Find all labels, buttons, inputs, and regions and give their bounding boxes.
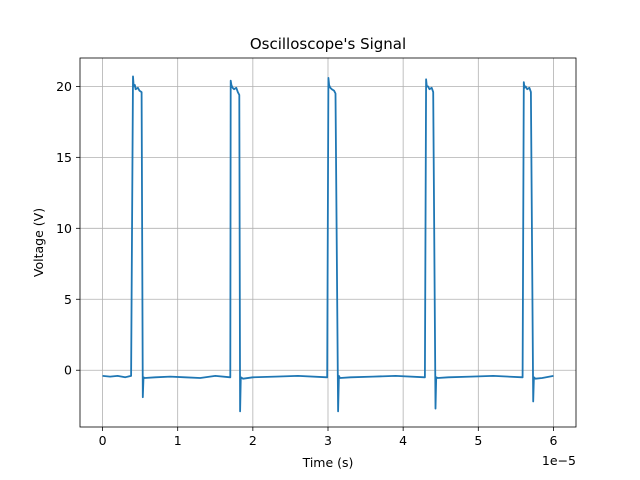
x-tick-label: 2	[249, 433, 257, 448]
chart-title: Oscilloscope's Signal	[250, 35, 406, 53]
x-tick-label: 4	[399, 433, 407, 448]
y-tick-label: 15	[56, 150, 72, 165]
y-axis-label: Voltage (V)	[31, 208, 46, 277]
x-tick-label: 6	[549, 433, 557, 448]
x-tick-label: 0	[99, 433, 107, 448]
x-tick-label: 1	[174, 433, 182, 448]
series-line-voltage	[102, 75, 554, 413]
x-tick-label: 3	[324, 433, 332, 448]
x-axis-label: Time (s)	[302, 455, 354, 470]
y-tick-label: 10	[56, 221, 72, 236]
y-tick-label: 5	[64, 292, 72, 307]
y-tick-label: 0	[64, 363, 72, 378]
axis-ticks: 0 1 2 3 4 5 6 0 5 10 15 20	[56, 79, 557, 448]
y-tick-label: 20	[56, 79, 72, 94]
x-axis-multiplier: 1e−5	[542, 453, 576, 468]
x-tick-label: 5	[474, 433, 482, 448]
series-layer	[102, 75, 554, 413]
